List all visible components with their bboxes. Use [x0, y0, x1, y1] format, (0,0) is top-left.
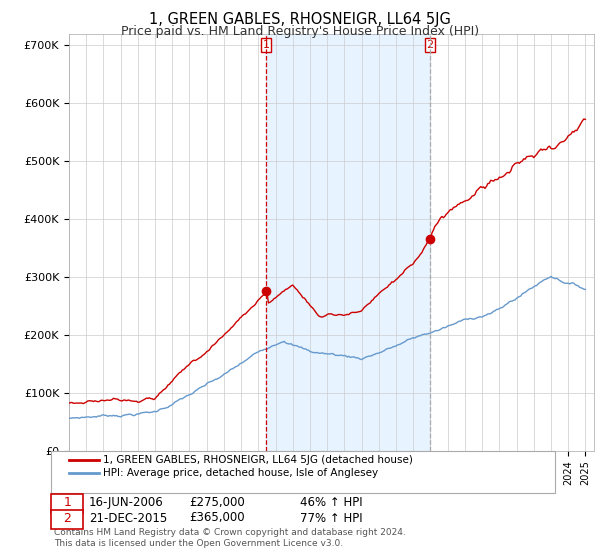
- Text: £365,000: £365,000: [189, 511, 245, 525]
- Text: 1, GREEN GABLES, RHOSNEIGR, LL64 5JG: 1, GREEN GABLES, RHOSNEIGR, LL64 5JG: [149, 12, 451, 27]
- Text: 2: 2: [427, 40, 434, 50]
- Text: Contains HM Land Registry data © Crown copyright and database right 2024.
This d: Contains HM Land Registry data © Crown c…: [54, 528, 406, 548]
- Text: 77% ↑ HPI: 77% ↑ HPI: [300, 511, 362, 525]
- Text: 1: 1: [63, 496, 71, 509]
- Text: 21-DEC-2015: 21-DEC-2015: [89, 511, 167, 525]
- Text: 1, GREEN GABLES, RHOSNEIGR, LL64 5JG (detached house): 1, GREEN GABLES, RHOSNEIGR, LL64 5JG (de…: [103, 455, 413, 465]
- Text: 16-JUN-2006: 16-JUN-2006: [89, 496, 164, 509]
- Text: 1: 1: [263, 40, 270, 50]
- Bar: [266, 34, 430, 451]
- Text: £275,000: £275,000: [189, 496, 245, 509]
- Text: 46% ↑ HPI: 46% ↑ HPI: [300, 496, 362, 509]
- Text: Price paid vs. HM Land Registry's House Price Index (HPI): Price paid vs. HM Land Registry's House …: [121, 25, 479, 38]
- Text: 2: 2: [63, 511, 71, 525]
- Text: HPI: Average price, detached house, Isle of Anglesey: HPI: Average price, detached house, Isle…: [103, 468, 379, 478]
